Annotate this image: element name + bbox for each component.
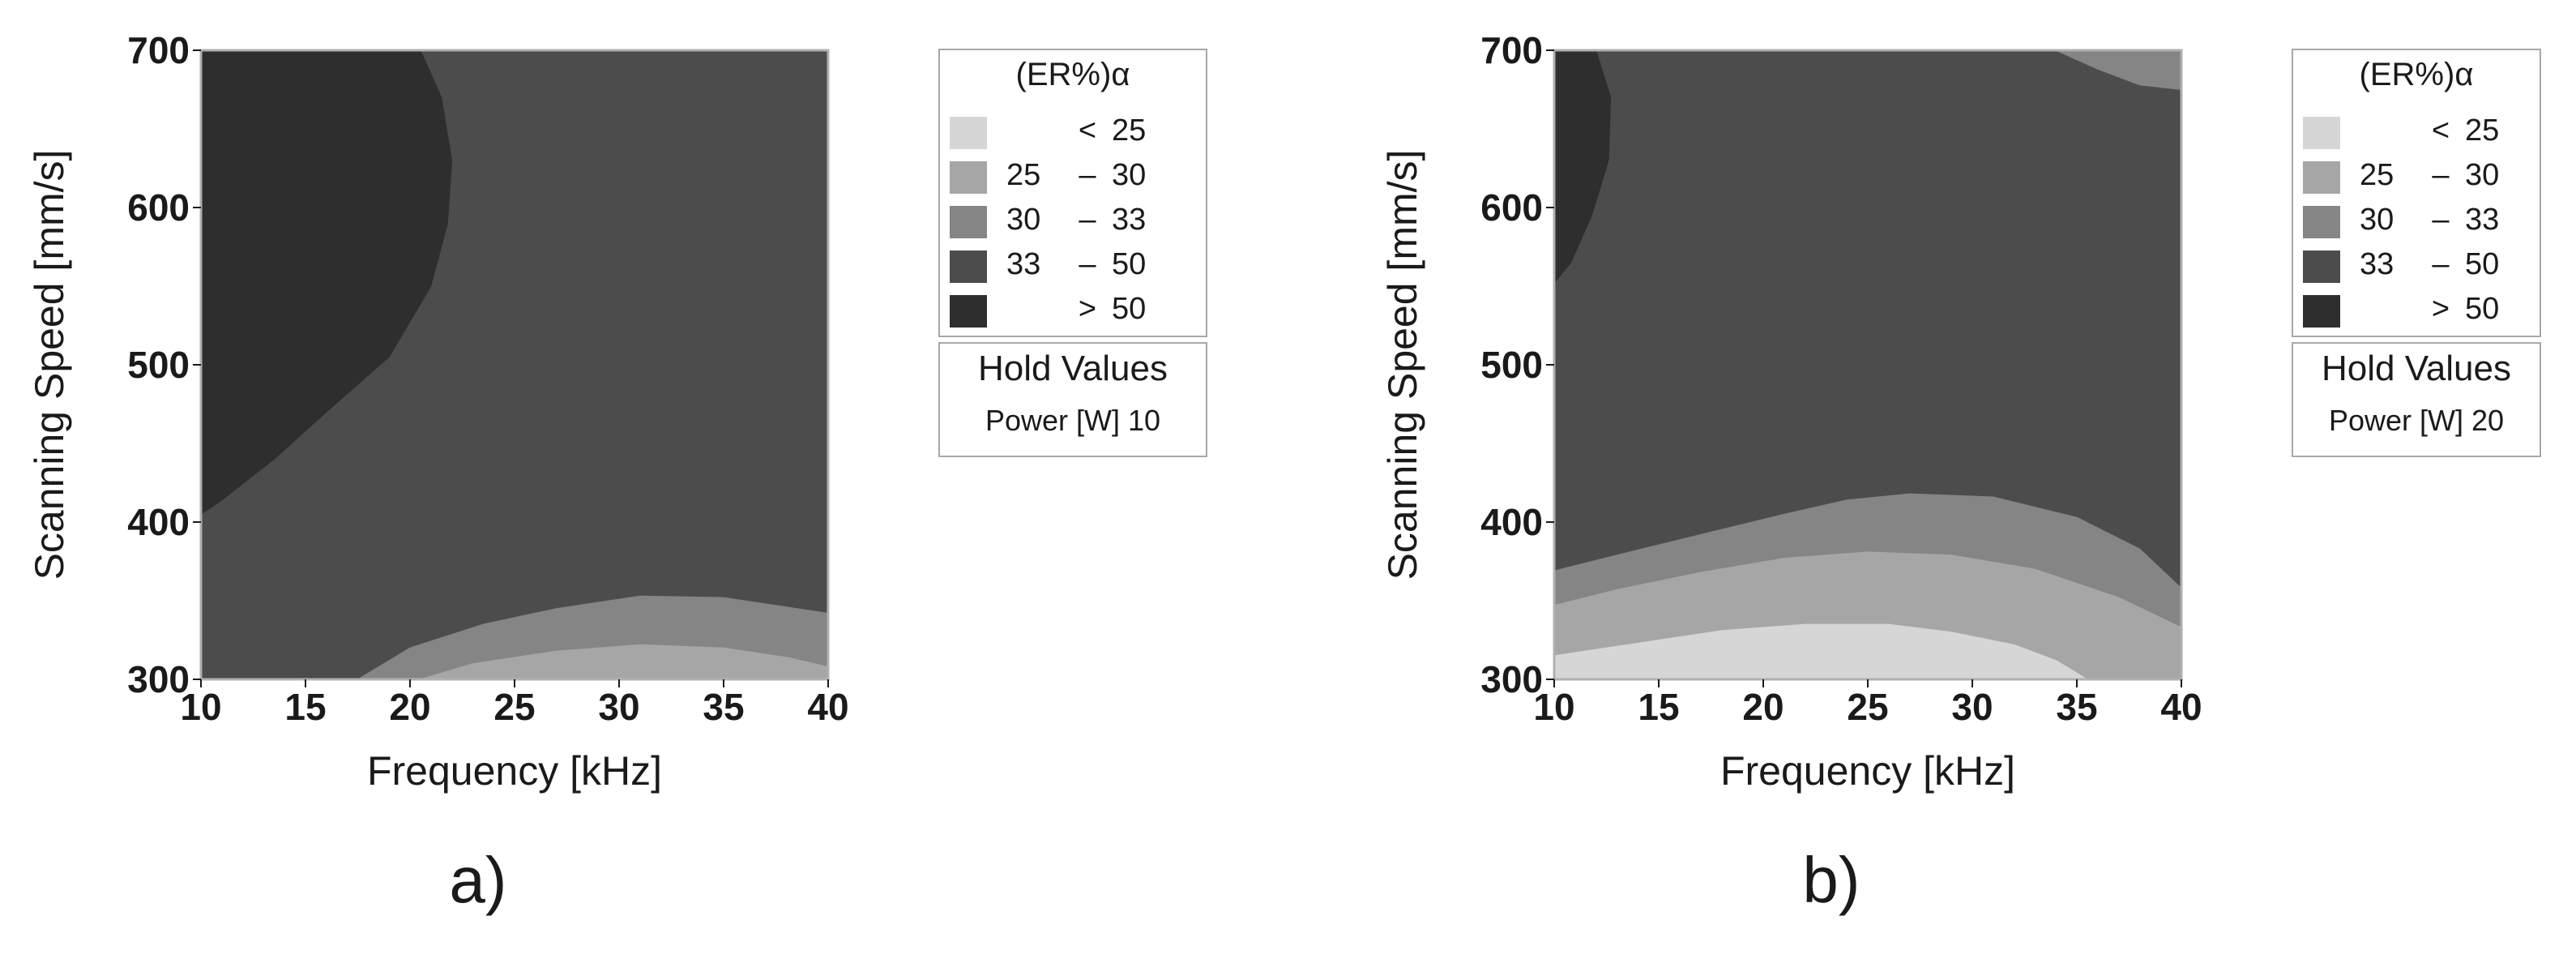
legend-b-entry-4-high: 50 [2465,247,2500,281]
plot-b-x-tick-label-35: 35 [2056,686,2097,728]
plot-a-contour-regions [201,50,828,679]
legend-b-entry-2-dash: – [2432,158,2450,192]
legend-a-entry-5-dash: > [1078,292,1097,326]
plot-b-y-tick-label-500: 500 [1480,344,1543,386]
legend-a-entry-4-dash: – [1079,247,1096,281]
legend-a-entry-3-dash: – [1079,203,1096,237]
legend-a-entry-3-low: 30 [1006,203,1041,237]
legend-b-entry-1-dash: < [2431,113,2450,148]
legend-b-swatch-4 [2303,250,2340,283]
legend-a-swatch-5 [950,295,987,328]
plot-b-x-tick-label-20: 20 [1742,686,1784,728]
contour-plot-a-svg: 10 15 20 25 30 35 40 300 400 500 600 700 Frequency [… [27,29,849,794]
legend-a-entry-1-high: 25 [1112,113,1147,148]
legend-b-entry-4-dash: – [2432,247,2450,281]
legend-a-entry-1-dash: < [1078,113,1097,148]
contour-plot-b: 10 15 20 25 30 35 40 300 400 500 600 700 Frequency [… [1353,0,2576,959]
legend-a-swatch-4 [950,250,987,283]
plot-b-contour-regions [1554,50,2181,679]
plot-a-x-tick-label-25: 25 [493,686,535,728]
panel-label-b: b) [1802,844,1860,916]
plot-a-y-tick-label-300: 300 [127,658,190,700]
plot-b-x-tick-label-25: 25 [1847,686,1888,728]
legend-b-entry-5-dash: > [2431,292,2450,326]
plot-b-x-tick-label-30: 30 [1951,686,1993,728]
plot-a-y-tick-label-400: 400 [127,501,190,543]
plot-a-x-tick-label-35: 35 [703,686,744,728]
panel-label-a: a) [449,844,507,916]
plot-b-contour-region-3 [2055,50,2181,91]
legend-a-entry-3-high: 33 [1112,203,1147,237]
hold-values-a-power: Power [W] 10 [985,404,1161,437]
contour-plot-a: 10 15 20 25 30 35 40 300 400 500 600 700 Frequency [… [0,0,1264,959]
plot-a-y-tick-label-700: 700 [127,29,190,71]
legend-b-swatch-1 [2303,117,2340,149]
plot-a-y-axis-title: Scanning Speed [mm/s] [27,150,72,580]
legend-b-entry-2-high: 30 [2465,158,2500,192]
legend-a-entry-2-low: 25 [1006,158,1041,192]
plot-b-y-tick-label-300: 300 [1480,658,1543,700]
plot-b-x-tick-label-15: 15 [1638,686,1679,728]
legend-a-entry-4-high: 50 [1112,247,1147,281]
hold-values-a: Hold Values Power [W] 10 [938,342,1207,457]
legend-a-swatch-3 [950,206,987,238]
legend-a: (ER%)α < 25 25 – 30 30 – 33 33 – 50 [938,49,1207,337]
plot-a-x-axis-title: Frequency [kHz] [367,748,662,794]
hold-values-b: Hold Values Power [W] 20 [2292,342,2541,457]
contour-plot-b-svg: 10 15 20 25 30 35 40 300 400 500 600 700 Frequency [… [1380,29,2202,794]
plot-a-contour-region-4 [420,644,828,679]
legend-b-entry-4-low: 33 [2360,247,2394,281]
plot-b-contour-region-6 [1554,623,2088,679]
legend-a-entry-2-dash: – [1079,158,1096,192]
plot-b-y-tick-label-700: 700 [1480,29,1543,71]
legend-a-entry-2-high: 30 [1112,158,1147,192]
plot-a-x-tick-label-10: 10 [180,686,221,728]
plot-a-x-tick-label-15: 15 [284,686,326,728]
plot-b-x-tick-label-10: 10 [1533,686,1574,728]
plot-b-x-axis-title: Frequency [kHz] [1720,748,2015,794]
legend-b-entry-3-high: 33 [2465,203,2500,237]
legend-b-entry-3-dash: – [2432,203,2450,237]
legend-b-swatch-2 [2303,161,2340,194]
legend-b-entry-5-high: 50 [2465,292,2500,326]
hold-values-b-power: Power [W] 20 [2328,404,2505,437]
hold-values-a-title: Hold Values [978,349,1168,388]
legend-b: (ER%)α < 25 25 – 30 30 – 33 33 – 50 [2292,49,2541,337]
plot-a-contour-region-2 [201,50,453,515]
plot-a-x-tick-label-20: 20 [389,686,430,728]
legend-b-swatch-5 [2303,295,2340,328]
plot-b-y-tick-label-600: 600 [1480,186,1543,229]
legend-b-title: (ER%)α [2359,57,2474,92]
plot-a-x-tick-label-40: 40 [807,686,848,728]
legend-a-swatch-2 [950,161,987,194]
legend-a-entry-4-low: 33 [1006,247,1041,281]
legend-b-swatch-3 [2303,206,2340,238]
plot-a-x-tick-label-30: 30 [598,686,639,728]
plot-a-y-tick-label-600: 600 [127,186,190,229]
legend-b-entry-2-low: 25 [2360,158,2394,192]
plot-b-y-axis-title: Scanning Speed [mm/s] [1380,150,1425,580]
legend-b-entry-1-high: 25 [2465,113,2500,148]
legend-b-entry-3-low: 30 [2360,203,2394,237]
plot-b-y-tick-label-400: 400 [1480,501,1543,543]
plot-a-y-tick-label-500: 500 [127,344,190,386]
legend-a-swatch-1 [950,117,987,149]
plot-b-contour-region-2 [1554,50,1612,284]
hold-values-b-title: Hold Values [2322,349,2511,388]
plot-b-x-tick-label-40: 40 [2160,686,2202,728]
legend-a-title: (ER%)α [1015,57,1130,92]
legend-a-entry-5-high: 50 [1112,292,1147,326]
